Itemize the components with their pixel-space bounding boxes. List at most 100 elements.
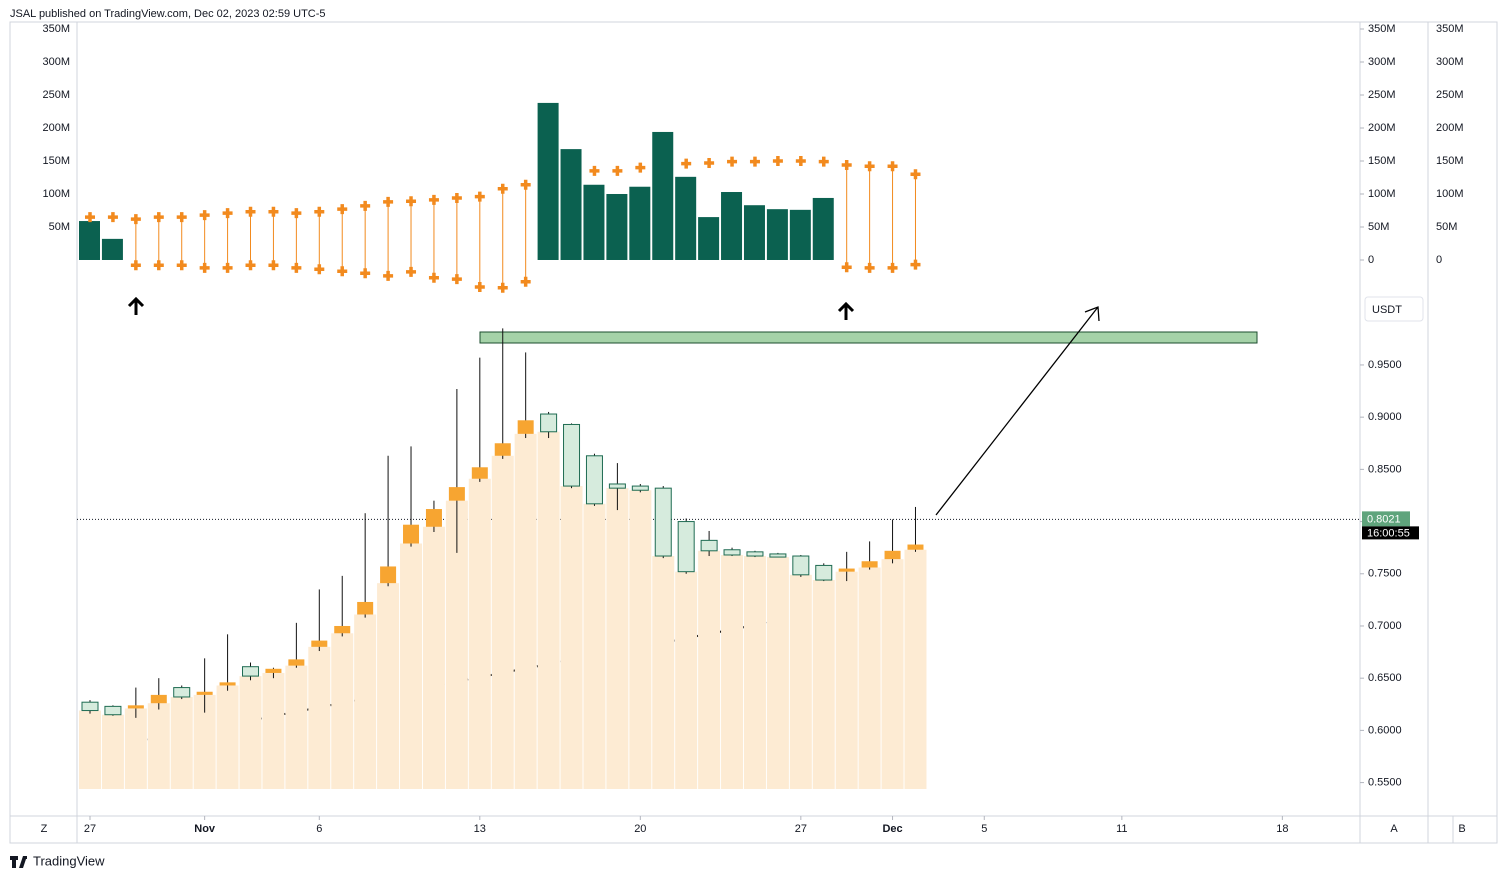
arrow (127, 296, 145, 315)
band-marker (887, 161, 898, 172)
x-tick-label: Nov (194, 823, 216, 835)
band-marker (314, 206, 325, 217)
band-marker (245, 260, 256, 271)
last-price-box (1362, 511, 1410, 527)
candle-body (494, 443, 511, 456)
band-marker (222, 208, 233, 219)
candle-body (265, 668, 282, 673)
band-marker (864, 161, 875, 172)
band-marker (841, 262, 852, 273)
logo-icon (10, 856, 27, 868)
volume-tick-label: 100M (42, 188, 70, 200)
volume-tick-label: 150M (1368, 155, 1396, 167)
candle-body (631, 485, 649, 491)
x-tick-label: 13 (474, 823, 486, 835)
volume-bar (812, 197, 834, 260)
volume-bar (560, 149, 582, 260)
candle-body (173, 687, 191, 698)
x-tick-label: 11 (1116, 823, 1127, 835)
base-column (400, 543, 423, 789)
base-column (629, 490, 652, 789)
base-column (147, 703, 170, 789)
y-tick-label: 0.8500 (1368, 463, 1402, 475)
base-column (216, 685, 239, 789)
volume-bar (766, 209, 788, 260)
candle-body (311, 640, 328, 647)
volume-bar (675, 176, 697, 260)
candle-body (700, 539, 718, 552)
volume-bar (743, 205, 765, 260)
last-price-label: 0.8021 (1367, 513, 1401, 525)
base-column (239, 676, 262, 789)
volume-tick-label: 250M (42, 89, 70, 101)
base-column (583, 503, 606, 789)
band-marker (130, 214, 141, 225)
volume-bar (583, 184, 605, 260)
x-tick-label: 18 (1276, 823, 1288, 835)
band-marker (520, 179, 531, 190)
frame (9, 21, 1498, 844)
band-marker (635, 162, 646, 173)
candle-body (242, 666, 260, 677)
band-marker (474, 282, 485, 293)
band-marker (130, 260, 141, 271)
base-column (79, 710, 101, 789)
base-column (170, 696, 193, 789)
candle-body (746, 551, 764, 557)
arrow (837, 301, 855, 320)
band-marker (291, 262, 302, 273)
candle-body (884, 550, 901, 560)
x-tick-label: 5 (981, 823, 987, 835)
volume-tick-label: 250M (1368, 89, 1396, 101)
band-marker (406, 196, 417, 207)
button-a[interactable]: A (1390, 823, 1398, 835)
countdown-box (1362, 526, 1419, 540)
volume-bar (606, 193, 628, 260)
band-marker (107, 212, 118, 223)
button-z[interactable]: Z (41, 823, 48, 835)
band-marker (704, 157, 715, 168)
y-tick-label: 0.6000 (1368, 724, 1402, 736)
band-marker (176, 260, 187, 271)
volume-tick-label: 0 (1436, 254, 1442, 266)
resistance-zone (479, 331, 1258, 344)
y-tick-label: 0.7000 (1368, 620, 1402, 632)
candle-body (403, 524, 420, 544)
band-marker (681, 158, 692, 169)
candle-body (380, 566, 397, 584)
y-tick-label: 0.7500 (1368, 568, 1402, 580)
y-tick-label: 0.9500 (1368, 359, 1402, 371)
button-b[interactable]: B (1458, 823, 1465, 835)
volume-tick-label: 350M (1436, 23, 1464, 35)
candle-body (723, 549, 741, 556)
volume-tick-label: 100M (1368, 188, 1396, 200)
band-marker (520, 276, 531, 287)
candle-body (585, 455, 603, 505)
band-marker (772, 155, 783, 166)
marks: 0.55000.60000.65000.70000.75000.80000.85… (42, 23, 1463, 835)
base-column (491, 455, 514, 789)
base-column (537, 431, 560, 789)
band-marker (199, 262, 210, 273)
candle-body (81, 701, 99, 712)
currency-box[interactable] (1364, 296, 1424, 322)
volume-tick-label: 350M (42, 23, 70, 35)
band-marker (314, 264, 325, 275)
band-marker (153, 260, 164, 271)
volume-tick-label: 100M (1436, 188, 1464, 200)
band-marker (291, 208, 302, 219)
band-marker (360, 268, 371, 279)
base-column (285, 665, 308, 789)
band-marker (428, 194, 439, 205)
base-column (835, 571, 858, 789)
candle-body (769, 553, 787, 558)
volume-tick-label: 300M (1368, 56, 1396, 68)
band-marker (85, 212, 95, 223)
base-column (308, 646, 331, 789)
band-marker (841, 159, 852, 170)
y-tick-label: 0.9000 (1368, 411, 1402, 423)
band-marker (406, 266, 417, 277)
band-marker (337, 204, 348, 215)
volume-bar (101, 238, 123, 260)
